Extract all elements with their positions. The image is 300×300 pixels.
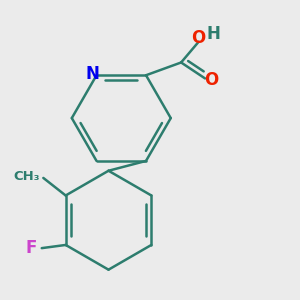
Text: F: F bbox=[26, 239, 37, 257]
Text: O: O bbox=[191, 29, 206, 47]
Text: O: O bbox=[204, 71, 218, 89]
Text: N: N bbox=[86, 65, 100, 83]
Text: H: H bbox=[206, 25, 220, 43]
Text: CH₃: CH₃ bbox=[14, 170, 40, 183]
